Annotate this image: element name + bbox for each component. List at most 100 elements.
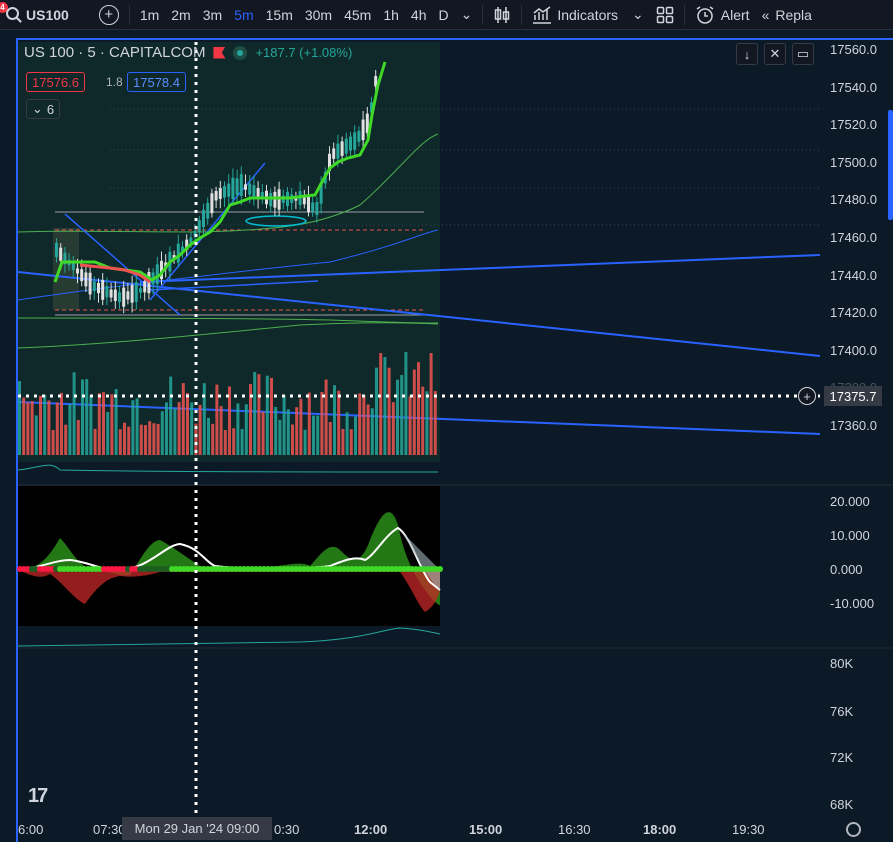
volume-bar (278, 419, 282, 455)
volume-bar (391, 402, 395, 455)
crosshair-time-label: Mon 29 Jan '24 09:00 (122, 817, 272, 840)
volume-bar (274, 406, 278, 455)
add-alert-button[interactable]: + (798, 387, 816, 405)
interval-30m[interactable]: 30m (304, 6, 333, 23)
interval-1m[interactable]: 1m (139, 6, 160, 23)
interval-3m[interactable]: 3m (202, 6, 223, 23)
candle-body (235, 178, 239, 196)
interval-2m[interactable]: 2m (171, 6, 191, 23)
ma-band-mid (17, 317, 439, 324)
price-label: 17520.0 (830, 117, 877, 132)
price-label: 17540.0 (830, 80, 877, 95)
indicators-collapse-button[interactable]: ⌄ 6 (26, 99, 60, 119)
volume-bar (366, 404, 370, 455)
collapse-pane-button[interactable]: ✕ (764, 43, 786, 65)
chart-type-button[interactable] (487, 0, 517, 30)
volume-bar (337, 390, 341, 455)
candle-body (88, 272, 92, 295)
volume-bar (232, 428, 236, 455)
search-icon (6, 6, 19, 20)
symbol-search[interactable]: 4 US100 (0, 0, 75, 30)
supertrend-red (79, 263, 151, 284)
interval-4h[interactable]: 4h (410, 6, 427, 23)
volume-bar (68, 404, 72, 455)
volume-bar (412, 369, 416, 455)
volume-bar (236, 403, 240, 455)
candle-body (256, 187, 260, 199)
volume-bar (207, 417, 210, 455)
oscillator-label: 20.000 (830, 494, 870, 509)
candle-body (218, 188, 222, 199)
volume-bar (286, 409, 290, 455)
gear-icon[interactable] (846, 822, 861, 837)
buy-price-button[interactable]: 17578.4 (127, 72, 186, 92)
maximize-pane-button[interactable]: ▭ (792, 43, 814, 65)
volume-bar (81, 379, 84, 455)
market-open-icon (233, 45, 248, 60)
volume-bar (43, 394, 47, 455)
volume-bar (291, 424, 294, 455)
indicators-button[interactable]: Indicators ⌄ (526, 0, 649, 30)
price-label: 17460.0 (830, 230, 877, 245)
interval-5m[interactable]: 5m (234, 6, 254, 23)
candle-body (248, 183, 252, 195)
candle-body (344, 138, 348, 154)
volume-bar (55, 402, 59, 455)
volume-bar (190, 402, 194, 455)
flag-icon[interactable] (213, 46, 226, 59)
volume-bar (324, 379, 328, 455)
maximize-icon: ▭ (796, 46, 810, 61)
volume-bar (396, 379, 399, 455)
candle-body (210, 193, 214, 214)
compare-button[interactable]: + (93, 0, 125, 30)
volume-bar (249, 384, 252, 455)
candle-body (122, 287, 126, 307)
interval-1h[interactable]: 1h (383, 6, 399, 23)
scroll-down-button[interactable]: ↓ (736, 43, 758, 65)
price-label: 17440.0 (830, 268, 877, 283)
candle-body (223, 186, 226, 198)
replay-button[interactable]: « Repla (756, 0, 818, 30)
volume-bar (358, 393, 362, 455)
alarm-clock-icon (696, 5, 714, 24)
volume-bar (76, 419, 80, 455)
trend-line-down (17, 271, 821, 357)
tradingview-logo[interactable]: 17 (28, 785, 48, 807)
volume-bar (257, 374, 261, 455)
volume-bar (118, 429, 122, 455)
layouts-button[interactable] (650, 0, 680, 30)
candle-body (181, 246, 184, 252)
indicators-label: Indicators (557, 6, 619, 23)
interval-d[interactable]: D (438, 6, 449, 23)
interval-15m[interactable]: 15m (265, 6, 293, 23)
price-label: 17560.0 (830, 42, 877, 57)
candle-body (319, 182, 323, 204)
osc-dot (437, 566, 443, 572)
candle-body (227, 183, 231, 197)
legend-title[interactable]: US 100 · 5 · CAPITALCOM (24, 44, 206, 61)
candle-body (349, 136, 352, 151)
volume-bar (240, 428, 244, 455)
candle-body (113, 289, 117, 302)
candle-body (307, 195, 310, 213)
volume-bar (39, 395, 42, 455)
crosshair-price-label: 17375.7 (824, 386, 882, 406)
time-label: 16:30 (558, 822, 591, 837)
ma-band-upper (17, 133, 439, 233)
volume-bars (18, 351, 437, 455)
candle-body (97, 282, 100, 294)
sell-price-button[interactable]: 17576.6 (26, 72, 85, 92)
interval-45m[interactable]: 45m (344, 6, 372, 23)
candle-body (118, 292, 121, 303)
candle-body (239, 174, 243, 196)
alert-button[interactable]: Alert (689, 0, 756, 30)
volume-bar (139, 424, 143, 455)
side-panel-edge[interactable] (888, 110, 893, 220)
price-label: 17480.0 (830, 192, 877, 207)
replay-label: Repla (775, 6, 812, 23)
candle-body (176, 243, 180, 263)
candle-body (105, 286, 109, 298)
volume-bar (165, 402, 168, 455)
interval-dropdown[interactable]: ⌄ (455, 0, 479, 30)
